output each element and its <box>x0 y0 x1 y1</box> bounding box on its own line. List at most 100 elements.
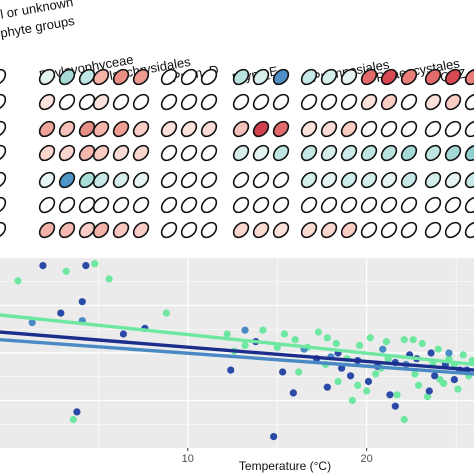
heat-ellipse-3-4-0 <box>232 171 250 189</box>
scatter-point-s0-22 <box>354 381 362 389</box>
heat-ellipse-4-6-1 <box>320 221 338 239</box>
scatter-point-s0-1 <box>62 267 70 275</box>
heat-ellipse-3-2-1 <box>252 120 270 138</box>
x-tick-label: 20 <box>361 453 373 465</box>
scatter-point-s0-6 <box>323 334 331 342</box>
heat-ellipse-1-6-2 <box>132 221 150 239</box>
scatter-point-s0-47 <box>291 336 299 344</box>
scatter-point-s2-0 <box>28 319 36 327</box>
scatter-point-s0-5 <box>69 415 77 424</box>
heat-ellipse-5-4-0 <box>360 171 378 189</box>
heat-ellipse-5-1-2 <box>400 93 418 111</box>
heat-ellipse-1-0-1 <box>112 68 130 86</box>
scatter-point-s1-30 <box>431 372 439 380</box>
scatter-point-s0-25 <box>414 381 423 389</box>
heat-ellipse-6-6-0 <box>424 221 442 239</box>
scatter-point-s1-27 <box>73 408 81 416</box>
heat-ellipse-0-3-0 <box>38 144 56 162</box>
heat-ellipse-1-0-2 <box>132 68 150 86</box>
heat-ellipse-0-5-2 <box>78 196 96 214</box>
heat-ellipse-edge-2 <box>0 120 7 138</box>
heat-ellipse-6-2-0 <box>424 120 442 138</box>
heat-ellipse-2-3-2 <box>200 144 218 162</box>
heat-ellipse-6-1-1 <box>444 93 462 111</box>
heat-ellipse-3-3-1 <box>252 144 270 162</box>
heat-ellipse-4-4-0 <box>300 171 318 189</box>
heat-ellipse-2-2-2 <box>200 120 218 138</box>
heat-ellipse-4-5-0 <box>300 196 318 214</box>
heat-ellipse-3-1-0 <box>232 93 250 111</box>
scatter-point-s2-5 <box>445 349 453 357</box>
scatter-point-s0-36 <box>400 415 408 424</box>
heat-ellipse-5-1-0 <box>360 93 378 111</box>
heat-ellipse-2-3-1 <box>180 144 198 162</box>
heat-ellipse-6-4-0 <box>424 171 442 189</box>
heat-ellipse-0-5-1 <box>58 196 76 214</box>
scatter-point-s0-3 <box>105 275 113 283</box>
heat-ellipse-3-0-2 <box>272 68 290 86</box>
scatter-point-s2-2 <box>241 326 249 334</box>
scatter-point-s0-41 <box>241 341 249 349</box>
temperature-scatter-plot: 10 20 Temperature (°C) <box>0 258 474 473</box>
scatter-point-s1-16 <box>323 383 331 391</box>
heat-ellipse-3-2-0 <box>232 120 250 138</box>
heat-ellipse-3-6-1 <box>252 221 270 239</box>
heat-ellipse-0-6-2 <box>78 221 96 239</box>
heat-ellipse-4-6-0 <box>300 221 318 239</box>
heat-ellipse-6-0-2 <box>464 68 474 86</box>
heat-ellipse-5-3-2 <box>400 144 418 162</box>
heat-ellipse-2-5-0 <box>160 196 178 214</box>
heat-ellipse-0-6-0 <box>38 221 56 239</box>
heat-ellipse-4-5-1 <box>320 196 338 214</box>
scatter-point-s0-16 <box>400 336 408 344</box>
heat-ellipse-5-0-2 <box>400 68 418 86</box>
scatter-point-s0-0 <box>14 277 22 285</box>
heat-ellipse-3-5-2 <box>272 196 290 214</box>
heat-ellipse-6-3-0 <box>424 144 442 162</box>
scatter-point-s0-18 <box>434 345 442 353</box>
heat-ellipse-5-4-2 <box>400 171 418 189</box>
scatter-point-s1-29 <box>391 402 399 410</box>
heat-ellipse-2-2-1 <box>180 120 198 138</box>
heat-ellipse-3-1-1 <box>252 93 270 111</box>
heat-ellipse-edge-4 <box>0 171 7 189</box>
scatter-point-s0-8 <box>259 326 267 334</box>
scatter-point-s1-21 <box>450 376 458 384</box>
scatter-point-s1-12 <box>427 349 435 357</box>
heat-ellipse-0-4-0 <box>38 171 56 189</box>
heat-ellipse-0-5-0 <box>38 196 56 214</box>
heat-ellipse-5-5-0 <box>360 196 378 214</box>
heat-ellipse-2-5-1 <box>180 196 198 214</box>
scatter-point-s1-1 <box>82 262 90 270</box>
heat-ellipse-6-0-1 <box>444 68 462 86</box>
heat-ellipse-0-2-2 <box>78 120 96 138</box>
heat-ellipse-4-1-2 <box>340 93 358 111</box>
heat-ellipse-5-1-1 <box>380 93 398 111</box>
heat-ellipse-3-5-1 <box>252 196 270 214</box>
heat-ellipse-4-2-1 <box>320 120 338 138</box>
heat-ellipse-1-2-0 <box>92 120 110 138</box>
scatter-point-s0-17 <box>418 339 426 348</box>
heat-ellipse-3-4-1 <box>252 171 270 189</box>
heat-ellipse-edge-3 <box>0 144 7 162</box>
heat-ellipse-0-0-2 <box>78 68 96 86</box>
heat-ellipse-1-4-2 <box>132 171 150 189</box>
heat-ellipse-1-1-2 <box>132 93 150 111</box>
scatter-point-s1-5 <box>279 368 287 376</box>
heat-ellipse-5-6-1 <box>380 221 398 239</box>
scatter-point-s0-42 <box>363 387 371 395</box>
heat-ellipse-3-2-2 <box>272 120 290 138</box>
heat-ellipse-6-2-2 <box>464 120 474 138</box>
heat-ellipse-4-6-2 <box>340 221 358 239</box>
heat-ellipse-1-1-1 <box>112 93 130 111</box>
heat-ellipse-6-4-2 <box>464 171 474 189</box>
heat-ellipse-1-2-2 <box>132 120 150 138</box>
fit-line-0 <box>0 313 474 367</box>
heat-ellipse-3-3-0 <box>232 144 250 162</box>
heat-ellipse-5-2-1 <box>380 120 398 138</box>
scatter-point-s1-25 <box>119 330 128 338</box>
heat-ellipse-1-6-0 <box>92 221 110 239</box>
heat-ellipse-3-4-2 <box>272 171 290 189</box>
heat-ellipse-4-3-0 <box>300 144 318 162</box>
heat-ellipse-6-5-2 <box>464 196 474 214</box>
